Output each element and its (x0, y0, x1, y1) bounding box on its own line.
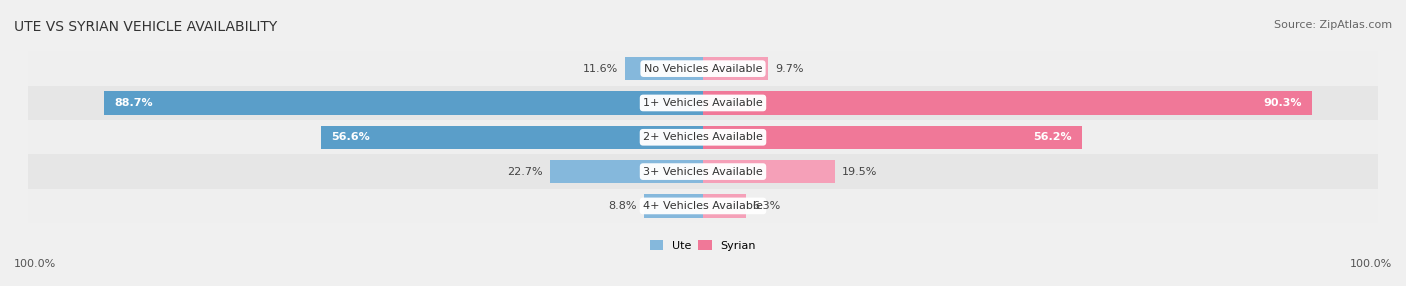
Text: 100.0%: 100.0% (1350, 259, 1392, 269)
Bar (28, 154, 1378, 189)
Bar (28, 86, 1378, 120)
Text: 4+ Vehicles Available: 4+ Vehicles Available (643, 201, 763, 211)
Text: 22.7%: 22.7% (508, 167, 543, 176)
Text: 56.2%: 56.2% (1033, 132, 1073, 142)
Text: 90.3%: 90.3% (1264, 98, 1302, 108)
Bar (550, 160, 703, 183)
Text: UTE VS SYRIAN VEHICLE AVAILABILITY: UTE VS SYRIAN VEHICLE AVAILABILITY (14, 20, 277, 34)
Text: No Vehicles Available: No Vehicles Available (644, 64, 762, 74)
Bar (703, 91, 1312, 115)
Text: 2+ Vehicles Available: 2+ Vehicles Available (643, 132, 763, 142)
Bar (703, 57, 769, 80)
Bar (28, 189, 1378, 223)
Bar (104, 91, 703, 115)
Text: 19.5%: 19.5% (841, 167, 877, 176)
Text: 88.7%: 88.7% (114, 98, 153, 108)
Text: 9.7%: 9.7% (775, 64, 804, 74)
Text: 11.6%: 11.6% (582, 64, 619, 74)
Bar (28, 120, 1378, 154)
Text: 100.0%: 100.0% (14, 259, 56, 269)
Bar (703, 194, 745, 218)
Bar (624, 57, 703, 80)
Text: Source: ZipAtlas.com: Source: ZipAtlas.com (1274, 20, 1392, 30)
Legend: Ute, Syrian: Ute, Syrian (645, 236, 761, 255)
Bar (703, 160, 835, 183)
Bar (703, 126, 1083, 149)
Text: 8.8%: 8.8% (609, 201, 637, 211)
Text: 3+ Vehicles Available: 3+ Vehicles Available (643, 167, 763, 176)
Bar (28, 51, 1378, 86)
Text: 6.3%: 6.3% (752, 201, 780, 211)
Bar (644, 194, 703, 218)
Bar (321, 126, 703, 149)
Text: 56.6%: 56.6% (332, 132, 370, 142)
Text: 1+ Vehicles Available: 1+ Vehicles Available (643, 98, 763, 108)
